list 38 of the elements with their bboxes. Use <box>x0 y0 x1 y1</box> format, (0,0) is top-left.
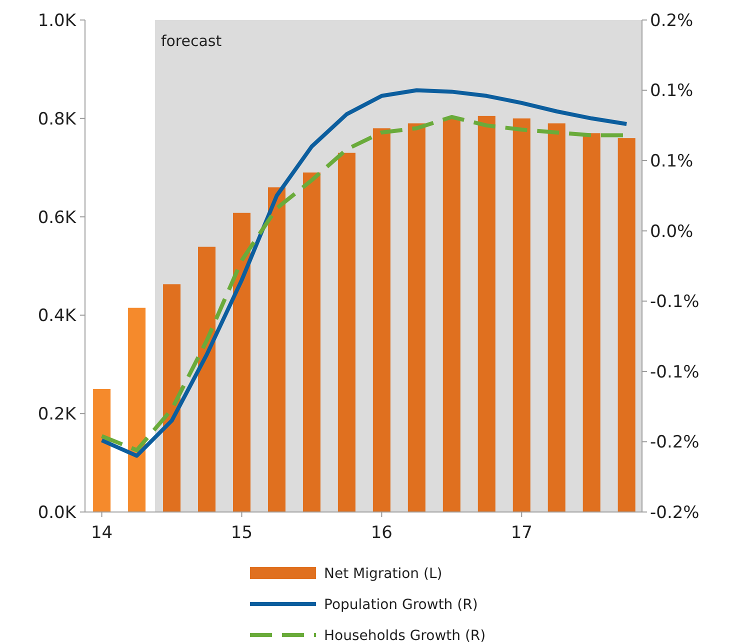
x-tick-label: 17 <box>510 523 532 543</box>
bar <box>128 308 146 512</box>
bar <box>302 172 320 512</box>
bar <box>478 116 496 512</box>
bar <box>618 138 636 512</box>
y2-tick-label: 0.1% <box>650 152 694 172</box>
y-tick-label: 1.0K <box>38 10 77 31</box>
y-tick-label: 0.2K <box>38 404 77 425</box>
bar <box>372 128 390 512</box>
bar <box>232 212 250 512</box>
x-tick-label: 16 <box>370 523 393 543</box>
y2-tick-label: -0.2% <box>650 432 700 453</box>
legend-label: Households Growth (R) <box>324 628 486 644</box>
y2-tick-label: -0.2% <box>650 502 700 523</box>
bar <box>582 133 600 512</box>
y-tick-label: 0.4K <box>38 306 77 326</box>
y2-tick-label: 0.1% <box>650 81 694 102</box>
bar <box>512 118 530 512</box>
bar <box>93 389 111 512</box>
y2-tick-label: -0.1% <box>650 292 700 312</box>
legend-label: Net Migration (L) <box>324 566 442 582</box>
bar <box>163 284 181 512</box>
y-tick-label: 0.0K <box>38 502 77 523</box>
band-label: forecast <box>160 32 222 50</box>
bar <box>268 187 286 512</box>
bar <box>338 152 356 512</box>
bar <box>442 118 460 512</box>
bar <box>548 123 566 512</box>
x-tick-label: 15 <box>230 523 253 543</box>
y-tick-label: 0.8K <box>38 109 77 130</box>
legend-label: Population Growth (R) <box>324 596 478 613</box>
y2-tick-label: -0.1% <box>650 362 700 382</box>
x-tick-label: 14 <box>90 523 113 543</box>
y2-tick-label: 0.2% <box>650 10 694 31</box>
bar <box>408 123 426 512</box>
bar <box>198 246 216 512</box>
y2-tick-label: 0.0% <box>650 222 694 242</box>
y-tick-label: 0.6K <box>38 208 77 228</box>
